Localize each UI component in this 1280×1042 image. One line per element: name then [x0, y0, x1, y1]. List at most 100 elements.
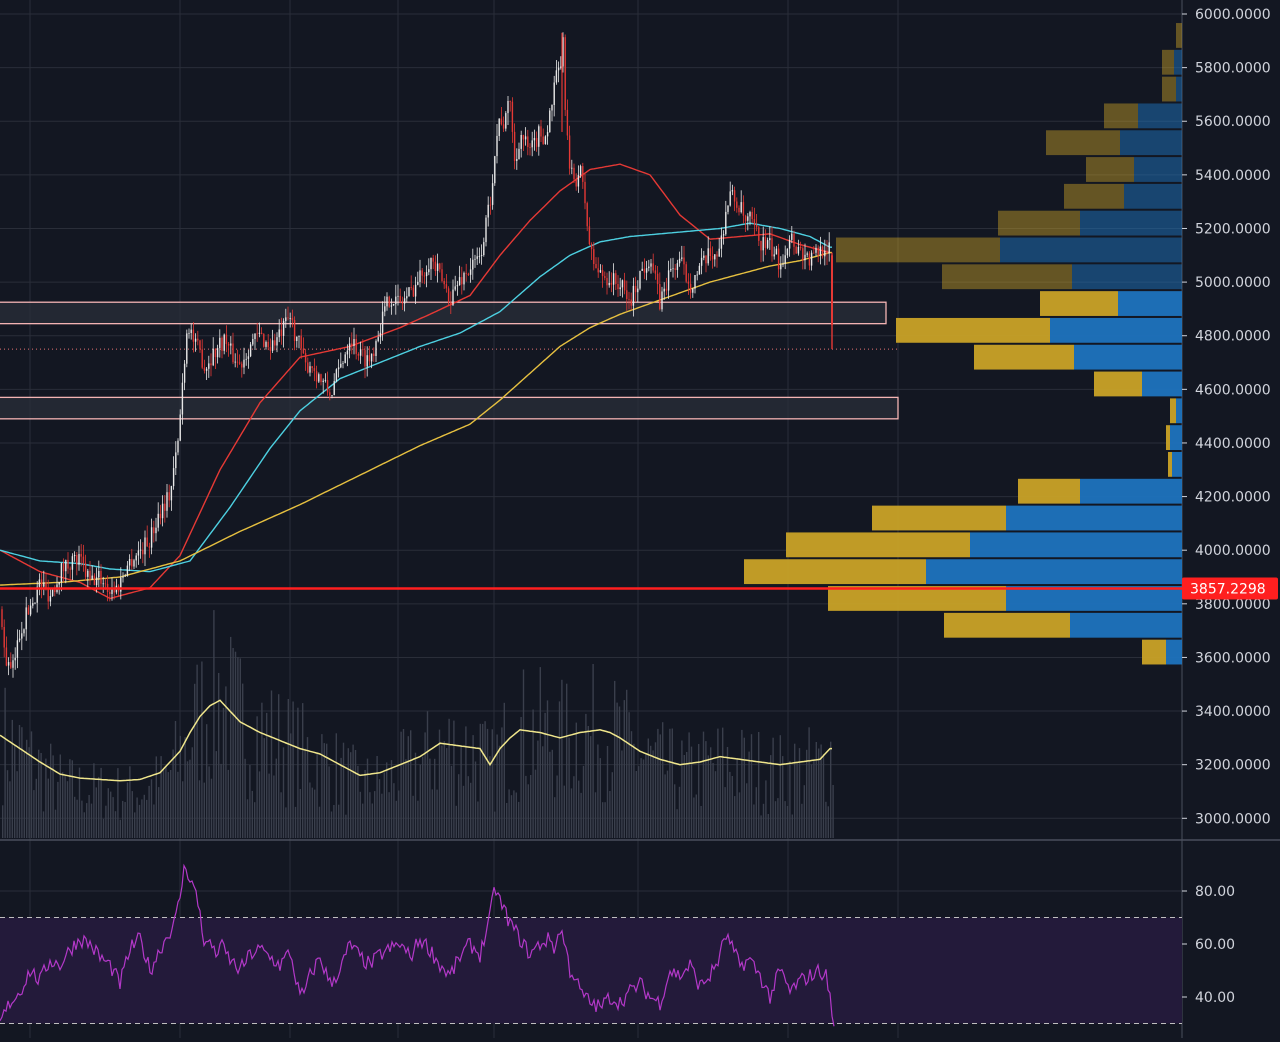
volume-bar: [458, 774, 460, 838]
candle-body: [780, 264, 782, 270]
volume-bar: [117, 768, 119, 838]
candle-body: [670, 268, 672, 271]
candle-body: [608, 283, 610, 286]
candle-body: [144, 537, 146, 555]
volume-bar: [62, 772, 64, 838]
volume-bar: [674, 784, 676, 838]
candle-body: [606, 277, 608, 286]
candle-body: [562, 37, 564, 67]
volume-bar: [515, 792, 517, 838]
volume-bar: [484, 721, 486, 838]
candle-body: [687, 281, 690, 284]
volume-bar: [563, 785, 565, 838]
candle-body: [718, 248, 720, 257]
candle-body: [502, 124, 505, 129]
zone-rectangle-0[interactable]: [0, 301, 887, 325]
candle-body: [263, 334, 265, 347]
volume-bar: [813, 760, 815, 838]
candle-body: [760, 240, 762, 251]
candle-body: [802, 248, 804, 261]
volume-bar: [2, 805, 4, 838]
volume-bar: [318, 806, 321, 838]
candle-body: [795, 246, 797, 254]
candle-body: [683, 257, 685, 265]
volume-bar: [594, 792, 597, 838]
volume-bar: [534, 769, 537, 838]
volume-bar: [263, 738, 265, 838]
candle-body: [377, 337, 379, 342]
candle-body: [729, 191, 731, 206]
candle-body: [529, 147, 531, 148]
volume-bar: [465, 726, 467, 838]
volume-bar: [227, 769, 229, 838]
volume-bar: [107, 788, 109, 838]
volume-ma-line: [0, 699, 832, 782]
volume-bar: [431, 789, 433, 838]
candle-body: [736, 201, 738, 208]
volume-bar: [501, 727, 503, 838]
rsi-band-fill: [0, 917, 1182, 1024]
volume-bar: [729, 771, 731, 838]
vp-gold-bar-22: [944, 612, 1070, 638]
candle-body: [663, 288, 665, 292]
candle-body: [412, 287, 415, 297]
volume-bar: [292, 701, 294, 838]
candle-body: [172, 468, 175, 487]
candle-body: [69, 568, 71, 570]
volume-bar: [671, 728, 673, 838]
candle-body: [82, 556, 85, 564]
candle-body: [487, 204, 489, 218]
volume-bar: [494, 811, 496, 838]
volume-bar: [808, 727, 810, 838]
candle-body: [192, 329, 195, 342]
candle-body: [236, 361, 239, 363]
candle-body: [821, 246, 824, 257]
volume-bar: [388, 792, 390, 838]
volume-bar: [645, 753, 647, 838]
candle-body: [322, 380, 324, 382]
support-zones[interactable]: [0, 301, 899, 420]
volume-bar: [561, 679, 563, 838]
candle-body: [494, 156, 496, 184]
candle-body: [100, 571, 102, 584]
volume-bar: [827, 806, 829, 838]
volume-bar: [659, 734, 661, 838]
volume-bar: [578, 780, 580, 838]
price-axis-tick-label: 5800.0000: [1195, 61, 1271, 77]
rsi-axis[interactable]: 80.00 60.00 40.00: [1182, 884, 1235, 1006]
volume-bar: [18, 725, 21, 838]
volume-bar: [714, 771, 717, 838]
candle-body: [353, 339, 355, 346]
candle-body: [73, 555, 76, 557]
candle-body: [254, 333, 256, 339]
current-price-badge[interactable]: [1182, 577, 1278, 600]
volume-bar: [76, 799, 78, 838]
candle-body: [80, 554, 82, 557]
candle-body: [227, 343, 230, 346]
zone-rectangle-1[interactable]: [0, 396, 899, 420]
volume-bar: [698, 744, 700, 838]
volume-bar: [453, 720, 455, 838]
volume-bar: [412, 795, 414, 838]
vp-gold-bar-12: [974, 344, 1074, 370]
candle-body: [324, 380, 327, 381]
candle-body: [450, 302, 452, 306]
vp-blue-bar-12: [1074, 344, 1182, 370]
candle-body: [610, 283, 613, 285]
price-axis-tick-label: 5200.0000: [1195, 221, 1271, 237]
candle-body: [709, 248, 712, 256]
volume-bar: [803, 785, 805, 838]
vp-blue-bar-23: [1166, 639, 1182, 665]
volume-bar: [299, 789, 301, 838]
volume-bar: [801, 803, 803, 838]
candle-body: [166, 492, 168, 511]
volume-bar: [498, 745, 501, 838]
volume-bar: [297, 707, 299, 838]
price-axis-tick-label: 6000.0000: [1195, 7, 1271, 23]
price-axis[interactable]: 6000.0000 5800.0000 5600.0000 5400.0000 5200…: [1182, 7, 1278, 827]
candle-body: [483, 242, 485, 255]
candle-body: [461, 277, 463, 285]
volume-bar: [597, 744, 599, 838]
